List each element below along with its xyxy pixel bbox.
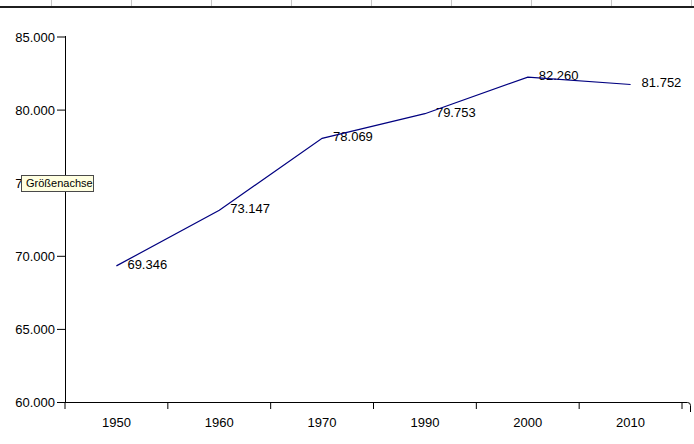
- series-line[interactable]: [116, 77, 630, 266]
- value-axis-tick-label[interactable]: 70.000: [15, 249, 55, 264]
- category-axis-line[interactable]: [65, 403, 691, 413]
- value-axis-tick-label[interactable]: 60.000: [15, 395, 55, 410]
- data-label[interactable]: 81.752: [642, 75, 682, 90]
- data-label[interactable]: 73.147: [230, 201, 270, 216]
- category-axis-tick-label[interactable]: 2000: [513, 415, 542, 430]
- value-axis-tooltip-label: Größenachse: [26, 177, 93, 189]
- category-axis-tick-label[interactable]: 1950: [102, 415, 131, 430]
- category-axis-tick-label[interactable]: 1990: [410, 415, 439, 430]
- data-label[interactable]: 69.346: [127, 257, 167, 272]
- data-label[interactable]: 79.753: [436, 105, 476, 120]
- worksheet: 85.00080.00075.00070.00065.00060.0001950…: [0, 0, 694, 444]
- value-axis-tick-label[interactable]: 85.000: [15, 30, 55, 45]
- value-axis-tick-label[interactable]: 65.000: [15, 322, 55, 337]
- category-axis-tick-label[interactable]: 1960: [205, 415, 234, 430]
- value-axis-tick-label[interactable]: 80.000: [15, 103, 55, 118]
- category-axis-tick-label[interactable]: 1970: [308, 415, 337, 430]
- value-axis-tooltip: Größenachse: [21, 175, 94, 192]
- population-line-chart[interactable]: 85.00080.00075.00070.00065.00060.0001950…: [0, 0, 694, 444]
- data-label[interactable]: 78.069: [333, 129, 373, 144]
- category-axis-tick-label[interactable]: 2010: [616, 415, 645, 430]
